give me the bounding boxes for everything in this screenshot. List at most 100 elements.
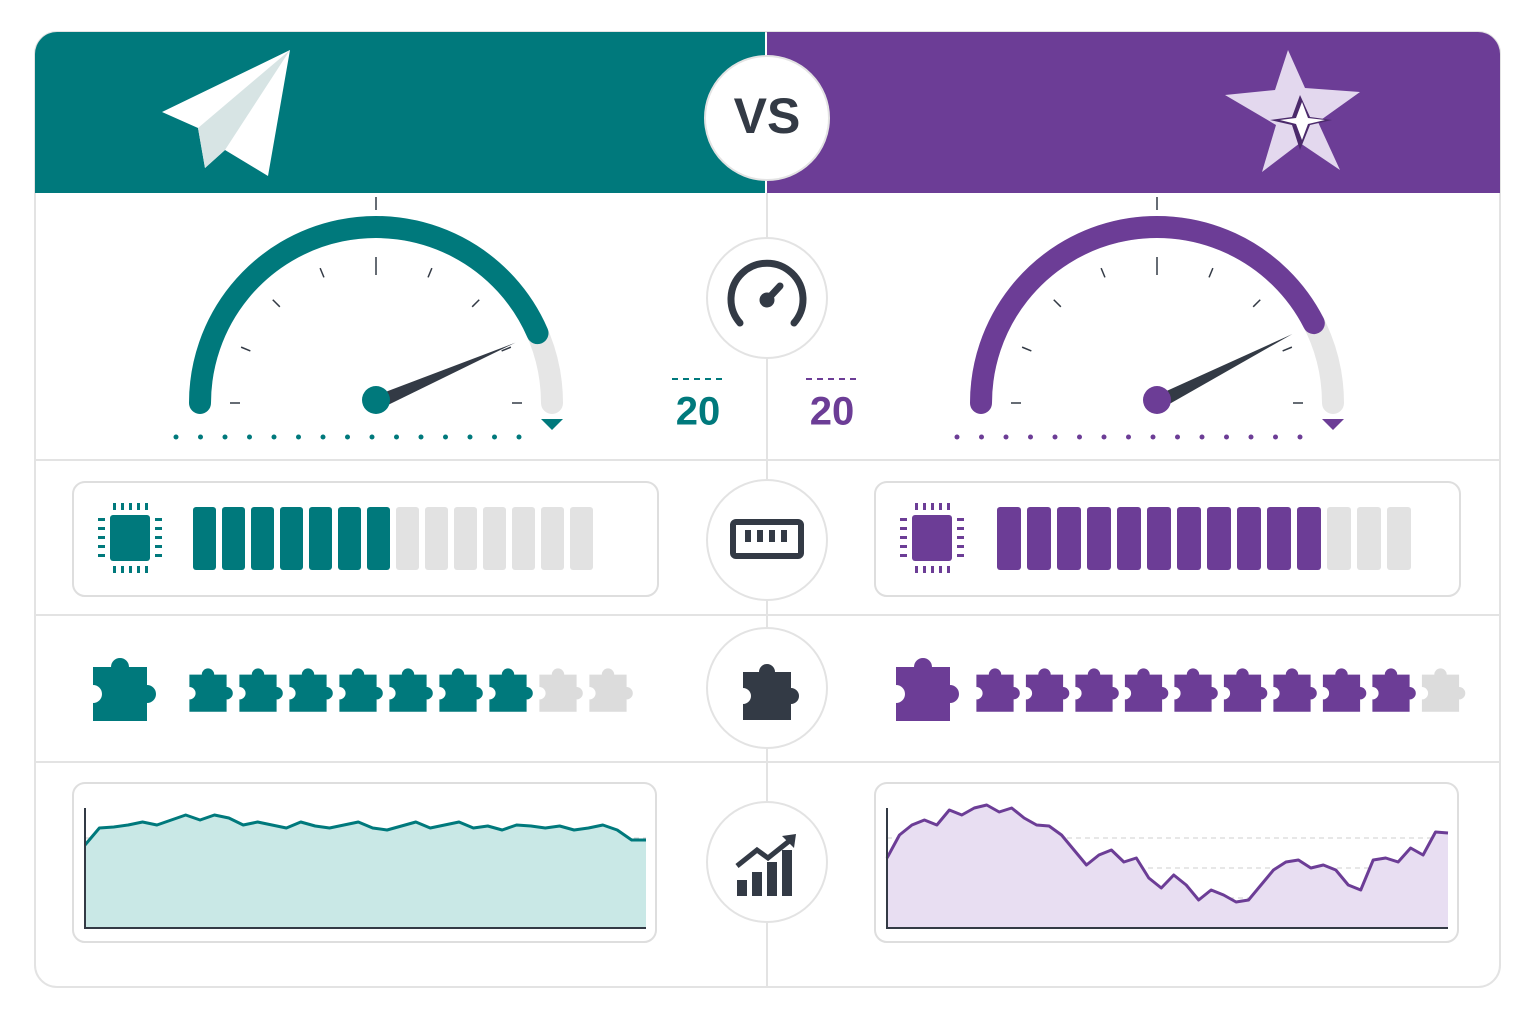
bar-segment [483,507,506,570]
chip-pin [98,527,105,530]
chip-pin [957,554,964,557]
puzzle-piece [539,668,583,712]
gauge-tick [240,346,251,352]
header-right [767,32,1500,193]
chip-pin [900,545,907,548]
vs-text: VS [734,88,801,144]
gauge-dot [1052,434,1058,440]
puzzle-piece [339,668,383,712]
bar-segment [425,507,448,570]
bar-segment [193,507,216,570]
trend-area [85,815,646,928]
chip-pin [98,545,105,548]
gauge-tick [471,299,480,308]
chip-pin [155,527,162,530]
chip-pin [900,527,907,530]
puzzle-piece [1223,668,1268,712]
bar-segment [1237,507,1261,570]
chip-pin [957,518,964,521]
bar-segment [1267,507,1291,570]
gauge-dot [418,434,424,440]
chip-pin [98,518,105,521]
chip-pin [155,536,162,539]
chip-pin [939,566,942,573]
speed-icon [727,259,807,327]
puzzle-big [896,658,959,721]
bar-segment [1387,507,1411,570]
puzzle-piece [1421,668,1466,712]
icon-badges [706,237,828,923]
bar-segment [280,507,303,570]
gauge-dot [247,434,252,440]
chip-pin [98,536,105,539]
puzzle-piece [489,668,533,712]
puzzle-piece [439,668,483,712]
chip-pin [915,503,918,510]
puzzle-piece [1372,668,1416,712]
puzzle-piece [389,668,433,712]
chip-pin [947,566,950,573]
chip-pin [129,503,132,510]
gauge-dot [1175,434,1180,440]
chip-pin [113,566,116,573]
gauge-dot [173,434,179,440]
gauge-dot [222,434,228,440]
gauge-tick [1252,299,1261,308]
gauge-tick [1053,299,1062,308]
gauge-dot [467,434,473,440]
gauge-needle [1153,333,1293,410]
puzzle-piece [976,668,1020,712]
gauge-dot [320,434,326,440]
bar-segment [541,507,564,570]
bar-segment [396,507,419,570]
trend-area [887,805,1448,928]
bar-segment [1207,507,1231,570]
chip-pin [137,503,140,510]
bar-segment [338,507,361,570]
gauge-hub [362,386,390,414]
bar-segment [1087,507,1111,570]
bar-segment [1327,507,1351,570]
gauge-dot [1101,434,1107,440]
chip-pin [900,554,907,557]
plane-icon [162,50,290,176]
chip-pin [155,518,162,521]
gauge-tick [501,346,512,352]
bar-panel [72,481,659,597]
chip-pin [957,545,964,548]
gauge-dot [954,434,960,440]
bar-segment [997,507,1021,570]
puzzle-piece [1322,668,1367,712]
trend-axes [886,808,1448,929]
bar-segment [512,507,535,570]
bar-segment [1027,507,1051,570]
gauge-dot [1126,434,1131,440]
bar-segment [367,507,390,570]
bar-segment [309,507,332,570]
gauge-dot [979,434,984,440]
chip-pin [923,566,926,573]
bar-segment [570,507,593,570]
gauge-dot [296,434,301,440]
puzzle-piece [239,668,283,712]
bar-segment [1357,507,1381,570]
chip-pin [931,503,934,510]
gauge-dot [271,434,277,440]
chip-pin [121,566,124,573]
gauge-tick [1100,267,1106,278]
trend-axes [84,808,646,929]
puzzle-icon [743,664,799,720]
ram-icon [730,519,804,559]
gauge-marker [1322,419,1344,430]
puzzle-piece [189,668,233,712]
chip-body [912,515,952,561]
gauge-dot [1297,434,1303,440]
chip-pin [957,536,964,539]
chip-pin [98,554,105,557]
puzzle-piece [1025,668,1070,712]
gauge-fill [189,216,549,414]
gauge-label: 20 [676,390,721,434]
bar-segment [1057,507,1081,570]
gauge-dot [1150,434,1156,440]
